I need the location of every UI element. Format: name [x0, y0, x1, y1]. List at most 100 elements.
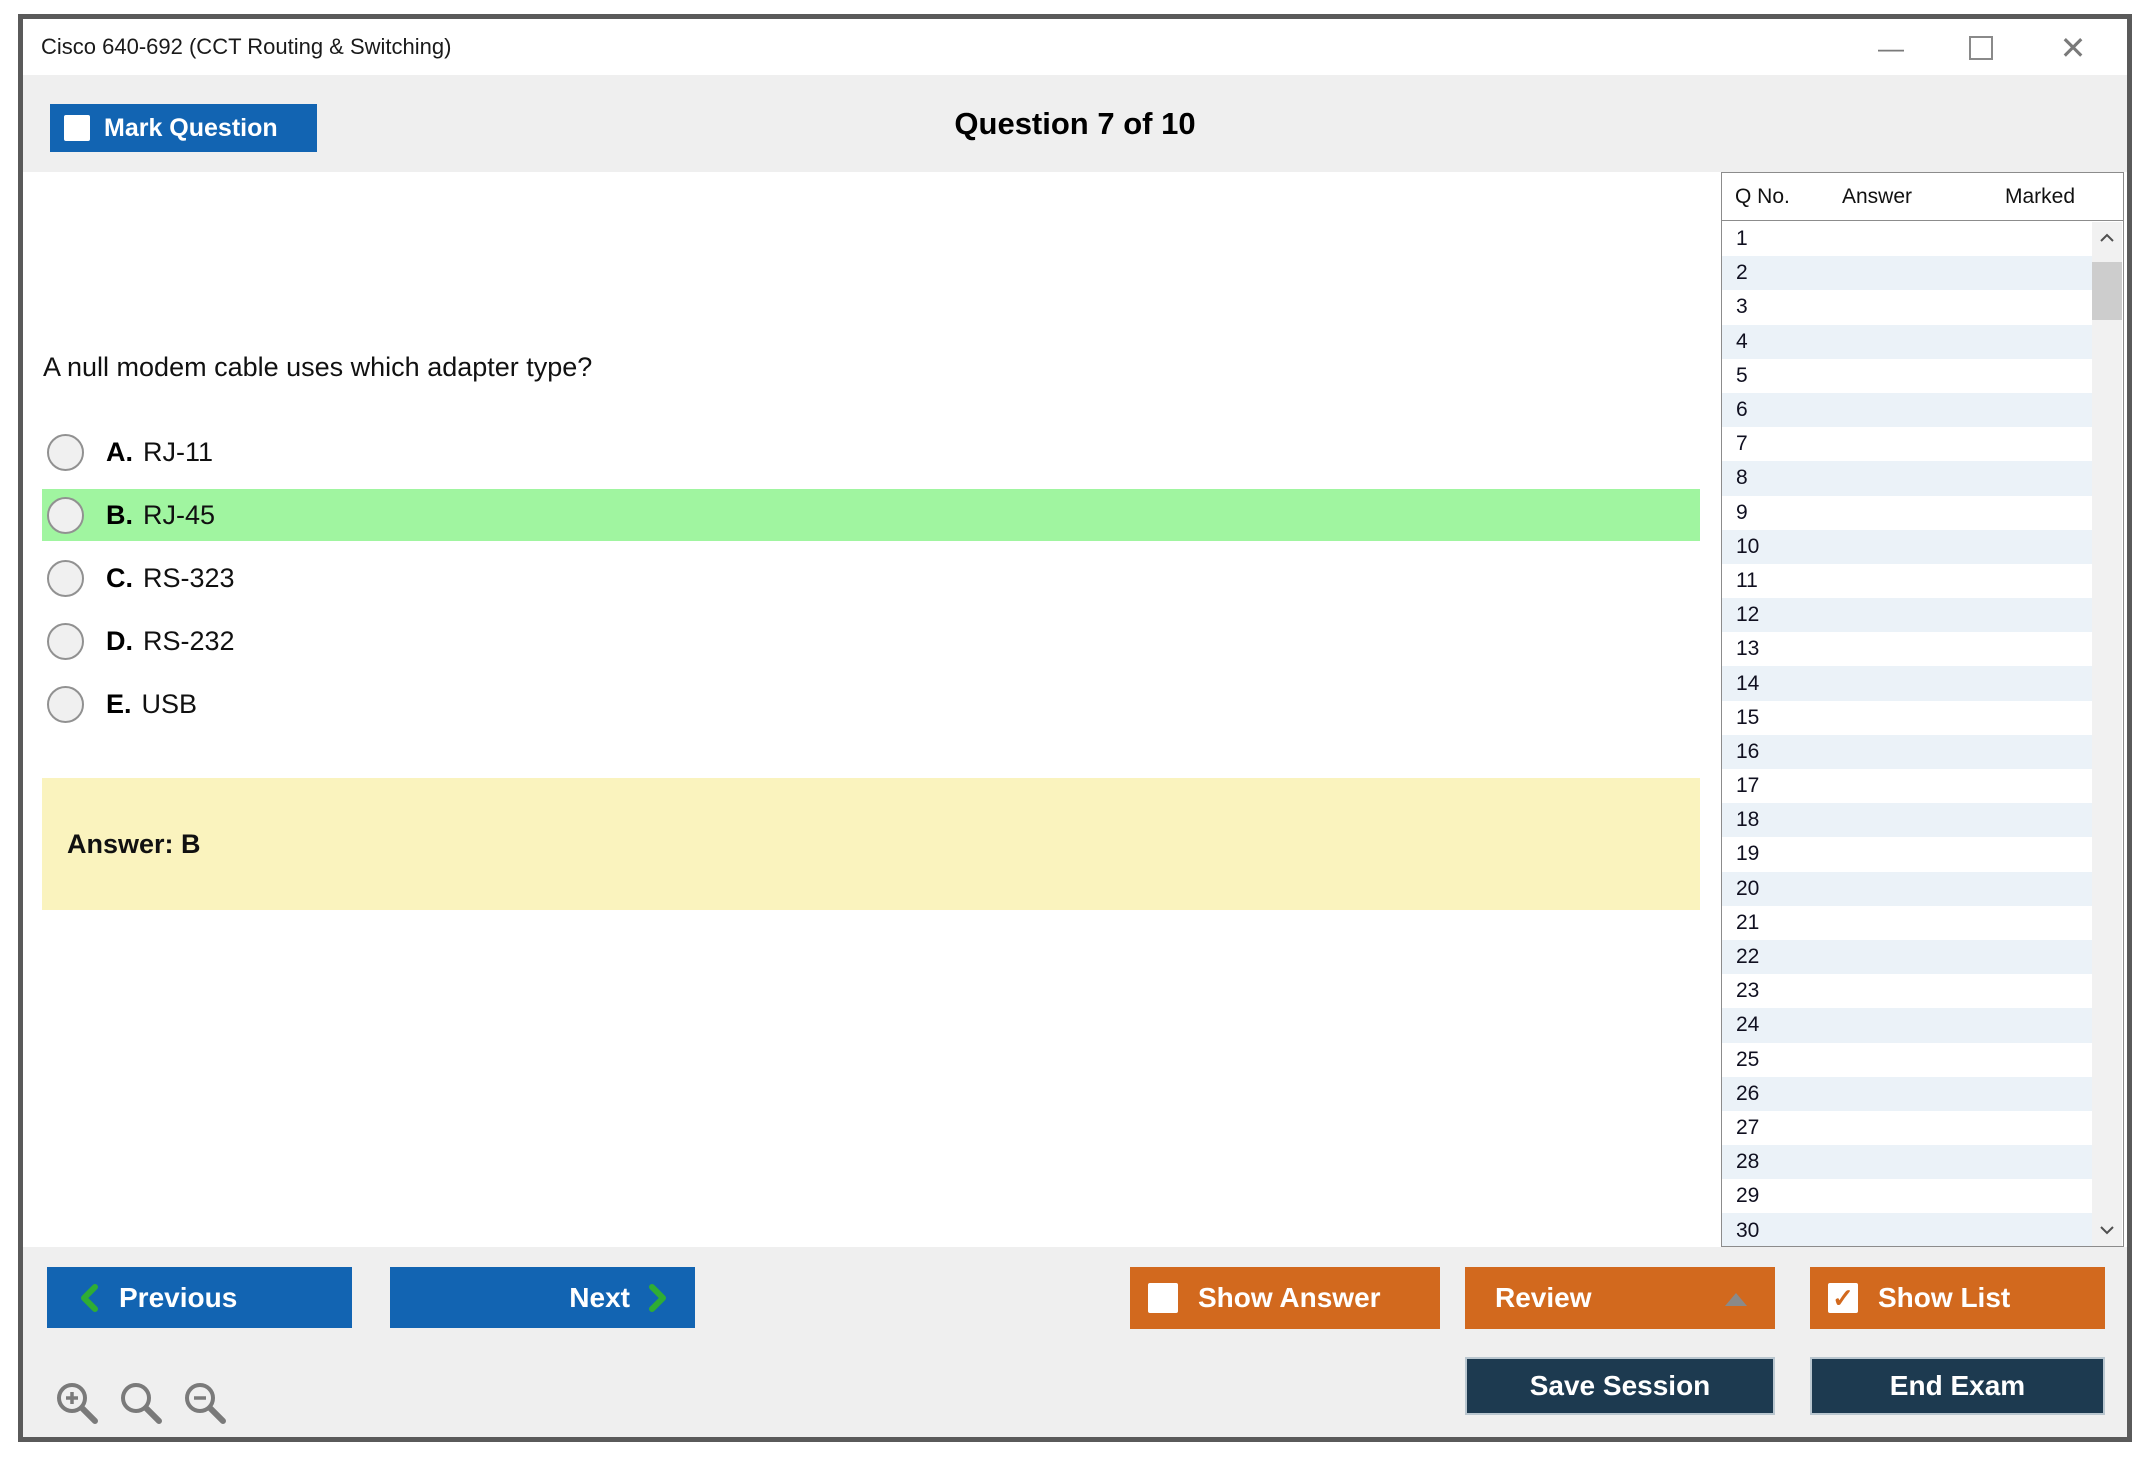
option-row-a[interactable]: A. RJ-11 [42, 426, 1700, 478]
question-number: 18 [1736, 808, 1760, 832]
question-number: 14 [1736, 671, 1760, 695]
show-list-button[interactable]: ✓ Show List [1810, 1267, 2105, 1329]
radio-option-a[interactable] [47, 433, 84, 471]
radio-option-e[interactable] [47, 685, 84, 723]
question-list-panel: Q No. Answer Marked 1 2 3 4 5 6 7 8 9 10 11 12 13 14 1… [1721, 172, 2124, 1247]
option-row-d[interactable]: D. RS-232 [42, 615, 1700, 667]
mark-question-button[interactable]: Mark Question [50, 104, 317, 152]
question-list-row[interactable]: 13 [1722, 632, 2092, 667]
question-list-row[interactable]: 24 [1722, 1008, 2092, 1043]
option-row-e[interactable]: E. USB [42, 678, 1700, 730]
question-number: 24 [1736, 1013, 1760, 1037]
close-button[interactable]: ✕ [2047, 23, 2099, 73]
question-list-row[interactable]: 9 [1722, 495, 2092, 530]
minimize-icon: — [1878, 32, 1904, 63]
question-list-row[interactable]: 29 [1722, 1179, 2092, 1214]
option-text-b: RJ-45 [143, 499, 216, 530]
close-icon: ✕ [2059, 30, 2087, 66]
mark-question-label: Mark Question [104, 113, 278, 142]
maximize-icon [1969, 36, 1993, 60]
review-button[interactable]: Review [1465, 1267, 1775, 1329]
question-list-row[interactable]: 6 [1722, 392, 2092, 428]
question-list-row[interactable]: 25 [1722, 1042, 2092, 1077]
maximize-button[interactable] [1955, 23, 2007, 73]
radio-option-c[interactable] [47, 559, 84, 597]
question-list-row[interactable]: 3 [1722, 290, 2092, 325]
question-list-row[interactable]: 18 [1722, 803, 2092, 838]
scroll-up-button[interactable] [2092, 222, 2122, 254]
minimize-button[interactable]: — [1865, 23, 1917, 73]
question-list-row[interactable]: 12 [1722, 598, 2092, 633]
question-list-row[interactable]: 15 [1722, 700, 2092, 735]
question-list-row[interactable]: 30 [1722, 1213, 2092, 1246]
question-list-row[interactable]: 23 [1722, 974, 2092, 1009]
question-list-row[interactable]: 5 [1722, 358, 2092, 393]
question-list-header: Q No. Answer Marked [1722, 173, 2123, 221]
question-number: 29 [1736, 1184, 1760, 1208]
header-band: Question 7 of 10 Mark Question [23, 75, 2127, 172]
question-number: 9 [1736, 500, 1748, 524]
option-text-e: USB [141, 688, 198, 719]
question-list-row[interactable]: 7 [1722, 427, 2092, 462]
question-list-row[interactable]: 10 [1722, 529, 2092, 564]
zoom-controls [53, 1379, 229, 1427]
question-number: 15 [1736, 705, 1760, 729]
question-number: 11 [1736, 568, 1758, 592]
question-list-row[interactable]: 20 [1722, 871, 2092, 906]
chevron-left-icon [81, 1283, 98, 1312]
question-list-row[interactable]: 26 [1722, 1076, 2092, 1111]
question-number: 2 [1736, 261, 1748, 285]
column-header-marked: Marked [2005, 185, 2076, 208]
zoom-out-icon[interactable] [181, 1379, 229, 1427]
footer-bar: Previous Next Show Answer Review ✓ [23, 1247, 2127, 1437]
show-list-label: Show List [1878, 1282, 2011, 1313]
option-letter-c: C. [106, 562, 133, 593]
review-label: Review [1495, 1282, 1592, 1313]
end-exam-label: End Exam [1889, 1370, 2026, 1401]
question-number: 17 [1736, 774, 1760, 798]
check-icon: ✓ [1832, 1283, 1854, 1313]
question-list-row[interactable]: 8 [1722, 461, 2092, 496]
titlebar: Cisco 640-692 (CCT Routing & Switching) … [23, 19, 2127, 75]
show-answer-checkbox[interactable] [1148, 1283, 1178, 1313]
question-number: 4 [1736, 329, 1748, 353]
show-answer-button[interactable]: Show Answer [1130, 1267, 1440, 1329]
question-list-row[interactable]: 27 [1722, 1110, 2092, 1146]
question-list-row[interactable]: 28 [1722, 1145, 2092, 1180]
show-list-checkbox[interactable]: ✓ [1828, 1283, 1858, 1313]
question-list-row[interactable]: 1 [1722, 222, 2092, 257]
question-list-row[interactable]: 17 [1722, 769, 2092, 804]
sidebar-scrollbar[interactable] [2092, 222, 2122, 1246]
scrollbar-thumb[interactable] [2092, 262, 2122, 320]
question-number: 20 [1736, 876, 1760, 900]
question-list-row[interactable]: 14 [1722, 666, 2092, 701]
question-number: 28 [1736, 1150, 1760, 1174]
radio-option-b[interactable] [47, 496, 84, 534]
magnifier-icon[interactable] [117, 1379, 165, 1427]
save-session-label: Save Session [1529, 1370, 1711, 1401]
question-list-row[interactable]: 2 [1722, 256, 2092, 291]
end-exam-button[interactable]: End Exam [1810, 1357, 2105, 1415]
next-button[interactable]: Next [390, 1267, 695, 1328]
question-number: 26 [1736, 1081, 1760, 1105]
question-list-row[interactable]: 19 [1722, 837, 2092, 872]
mark-question-checkbox[interactable] [64, 115, 90, 141]
question-list-row[interactable]: 16 [1722, 734, 2092, 769]
save-session-button[interactable]: Save Session [1465, 1357, 1775, 1415]
scroll-down-button[interactable] [2092, 1214, 2122, 1246]
question-list-row[interactable]: 11 [1722, 563, 2092, 599]
window-title: Cisco 640-692 (CCT Routing & Switching) [41, 34, 452, 59]
option-row-b[interactable]: B. RJ-45 [42, 489, 1700, 541]
question-list-row[interactable]: 22 [1722, 939, 2092, 975]
question-counter: Question 7 of 10 [954, 105, 1196, 141]
option-letter-a: A. [106, 436, 133, 467]
previous-button[interactable]: Previous [47, 1267, 352, 1328]
question-list-row[interactable]: 4 [1722, 324, 2092, 359]
zoom-in-icon[interactable] [53, 1379, 101, 1427]
question-list-row[interactable]: 21 [1722, 905, 2092, 940]
option-row-c[interactable]: C. RS-323 [42, 552, 1700, 604]
radio-option-d[interactable] [47, 622, 84, 660]
question-text: A null modem cable uses which adapter ty… [43, 352, 593, 382]
column-header-answer: Answer [1842, 185, 1913, 208]
